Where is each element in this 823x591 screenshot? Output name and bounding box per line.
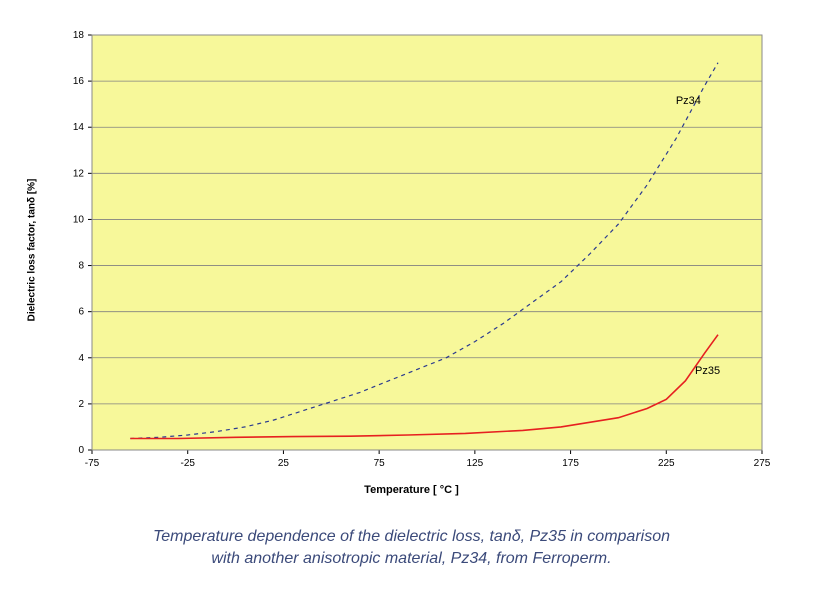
svg-text:8: 8 [78, 261, 84, 272]
svg-text:-75: -75 [84, 458, 99, 469]
svg-text:75: 75 [373, 458, 385, 469]
svg-text:14: 14 [72, 122, 84, 133]
caption-line-1: Temperature dependence of the dielectric… [153, 528, 670, 545]
svg-text:18: 18 [72, 30, 84, 41]
series-label-Pz35: Pz35 [695, 365, 720, 377]
svg-text:10: 10 [72, 214, 84, 225]
x-axis-label: Temperature [ °C ] [42, 484, 782, 496]
svg-text:125: 125 [466, 458, 483, 469]
svg-text:4: 4 [78, 353, 84, 364]
chart-container: Dielectric loss factor, tanδ [%] 0246810… [42, 20, 782, 571]
chart-svg: 0 2 4 6 8 10 12 14 16 18 -75 -25 25 75 125 175 225 275 Pz3… [42, 20, 782, 480]
chart-area: Dielectric loss factor, tanδ [%] 0246810… [42, 20, 782, 480]
caption-line-2: with another anisotropic material, Pz34,… [211, 550, 611, 567]
svg-text:225: 225 [657, 458, 674, 469]
svg-text:2: 2 [78, 399, 84, 410]
series-label-Pz34: Pz34 [675, 95, 700, 107]
svg-text:25: 25 [277, 458, 289, 469]
caption: Temperature dependence of the dielectric… [42, 526, 782, 571]
svg-text:6: 6 [78, 307, 84, 318]
svg-text:275: 275 [753, 458, 770, 469]
svg-text:-25: -25 [180, 458, 195, 469]
svg-text:175: 175 [562, 458, 579, 469]
svg-text:0: 0 [78, 445, 84, 456]
y-axis-label: Dielectric loss factor, tanδ [%] [26, 179, 37, 322]
svg-text:16: 16 [72, 76, 84, 87]
svg-text:12: 12 [72, 168, 84, 179]
